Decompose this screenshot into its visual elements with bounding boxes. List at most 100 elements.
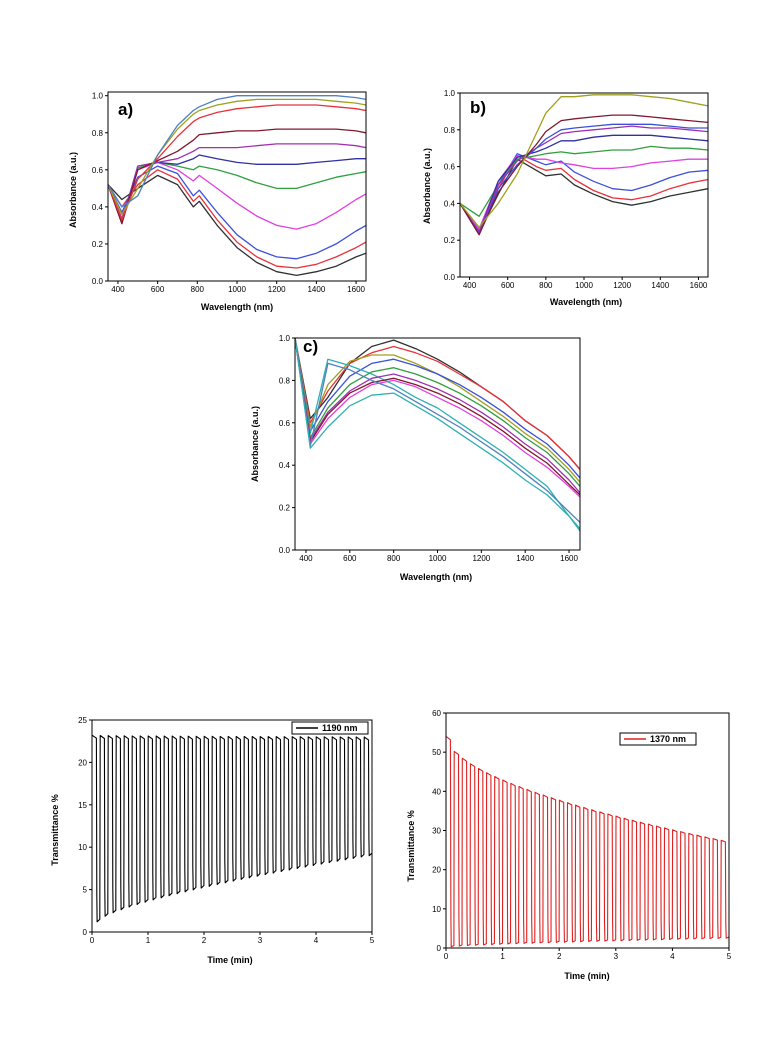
y-tick-label-d: 20 [78,758,87,767]
plot-area-d: 0 1 2 3 4 5 0 5 10 15 20 25 [78,716,375,945]
x-tick-label-d: 4 [314,936,319,945]
y-tick-label-c: 0.4 [279,461,291,470]
x-tick-label-a: 800 [191,285,205,294]
y-tick-label-b: 0.0 [444,273,456,282]
series-line-a-9 [107,104,367,221]
x-tick-label-b: 1600 [690,281,708,290]
y-axis-label-a: Absorbance (a.u.) [68,152,78,228]
series-line-c-11 [294,337,581,530]
x-tick-label-b: 800 [539,281,553,290]
x-tick-label-a: 1400 [307,285,325,294]
x-tick-label-c: 1400 [516,554,534,563]
y-tick-label-e: 30 [432,827,441,836]
y-axis-label-c: Absorbance (a.u.) [250,406,260,482]
x-tick-label-a: 1600 [347,285,365,294]
panel-label-a: a) [118,100,133,119]
series-line-b-3 [459,153,709,232]
x-axis-label-b: Wavelength (nm) [550,297,622,307]
x-tick-label-e: 1 [500,952,505,961]
panel-label-b: b) [470,98,486,117]
y-tick-label-c: 1.0 [279,334,291,343]
x-tick-label-c: 1200 [472,554,490,563]
series-line-b-6 [459,134,709,234]
y-tick-label-e: 60 [432,709,441,718]
y-tick-label-c: 0.2 [279,504,291,513]
x-tick-label-c: 400 [299,554,313,563]
x-tick-label-e: 5 [727,952,732,961]
y-tick-label-e: 20 [432,866,441,875]
y-axis-label-b: Absorbance (a.u.) [422,148,432,224]
series-line-c-10 [294,337,581,523]
y-tick-label-d: 10 [78,843,87,852]
series-line-c-9 [294,337,581,498]
y-axis-label-d: Transmittance % [50,794,60,866]
series-line-a-1 [107,174,367,277]
x-tick-label-a: 1000 [228,285,246,294]
series-line-b-1 [459,158,709,234]
y-tick-label-a: 0.4 [92,203,104,212]
x-tick-label-b: 400 [463,281,477,290]
series-line-e-1 [445,736,730,948]
x-tick-label-a: 400 [111,285,125,294]
plot-area-c: 400 600 800 1000 1200 1400 1600 0.0 0.2 0.4 0.6 0.8… [279,334,581,563]
x-tick-label-b: 1200 [613,281,631,290]
series-line-d-1 [91,734,373,923]
y-tick-label-e: 50 [432,748,441,757]
series-line-c-8 [294,337,581,496]
series-line-b-8 [459,123,708,236]
y-tick-label-e: 40 [432,787,441,796]
legend-box-1190 [291,721,369,735]
series-line-a-2 [107,169,367,269]
series-line-c-2 [294,337,581,470]
series-line-c-7 [294,337,581,494]
series-line-a-11 [107,95,367,208]
x-axis-label-d: Time (min) [207,955,252,965]
y-tick-label-e: 10 [432,905,441,914]
x-tick-label-c: 1000 [429,554,447,563]
legend-label-1190: 1190 nm [322,723,358,733]
x-tick-label-b: 1400 [651,281,669,290]
y-tick-label-d: 5 [83,886,88,895]
panel-label-c: c) [303,337,318,356]
x-tick-label-c: 600 [343,554,357,563]
series-line-c-6 [294,337,581,487]
x-tick-label-a: 1200 [268,285,286,294]
x-tick-label-d: 0 [90,936,95,945]
y-tick-label-a: 0.6 [92,166,104,175]
series-line-a-8 [107,128,367,225]
y-tick-label-b: 0.6 [444,163,456,172]
y-tick-label-a: 0.8 [92,129,104,138]
x-tick-label-d: 1 [146,936,151,945]
x-tick-label-c: 1600 [560,554,578,563]
y-tick-label-c: 0.8 [279,376,291,385]
series-line-b-7 [459,125,709,234]
plot-area-a: 400 600 800 1000 1200 1400 1600 0.0 0.2 0.4 0.6 0.8… [92,91,367,294]
x-tick-label-b: 1000 [575,281,593,290]
x-axis-label-a: Wavelength (nm) [201,302,273,312]
legend-box-1370 [619,732,697,746]
x-tick-label-c: 800 [387,554,401,563]
series-line-a-10 [107,98,367,215]
x-tick-label-b: 600 [501,281,515,290]
x-tick-label-a: 600 [151,285,165,294]
y-tick-label-b: 0.2 [444,236,456,245]
legend-label-1370: 1370 nm [650,734,686,744]
series-line-b-9 [459,114,709,236]
axes-frame-d [91,719,373,933]
y-tick-label-e: 0 [437,944,442,953]
x-tick-label-d: 5 [370,936,375,945]
x-tick-label-e: 2 [557,952,562,961]
y-tick-label-b: 0.4 [444,199,456,208]
y-tick-label-a: 0.2 [92,240,104,249]
y-tick-label-a: 1.0 [92,92,104,101]
y-tick-label-c: 0.0 [279,546,291,555]
y-tick-label-b: 0.8 [444,126,456,135]
series-line-b-10 [459,94,709,228]
y-tick-label-d: 15 [78,801,87,810]
x-tick-label-e: 0 [444,952,449,961]
